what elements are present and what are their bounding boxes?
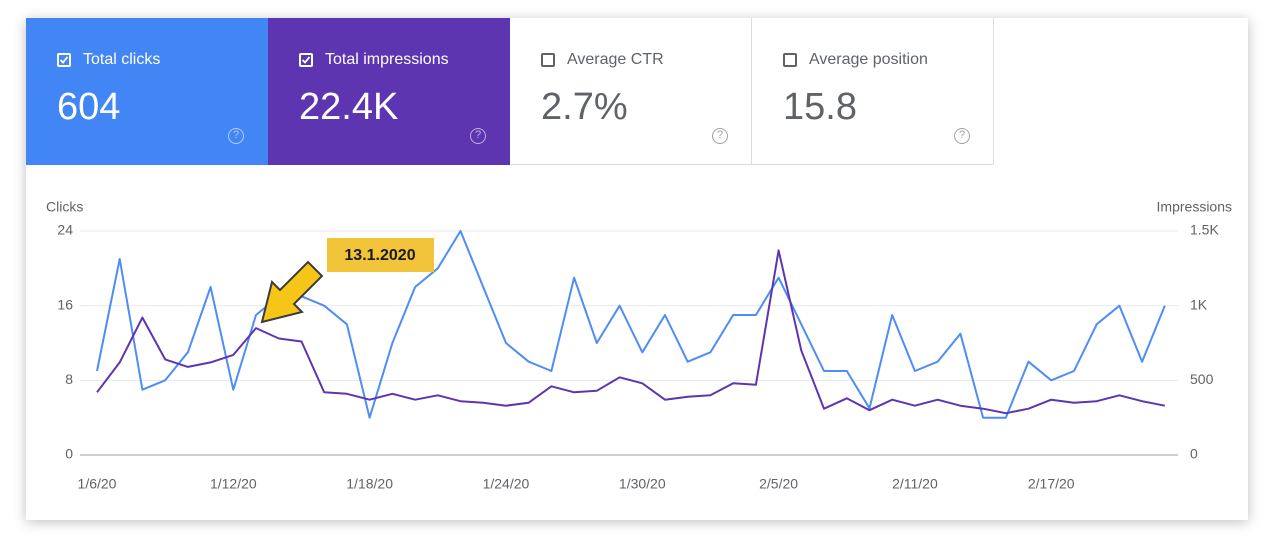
checkbox (541, 53, 555, 67)
annotation-arrow (260, 260, 324, 324)
help-icon: ? (954, 128, 970, 144)
metric-tile[interactable]: Total clicks 604? (26, 18, 268, 165)
x-tick-label: 2/5/20 (759, 476, 798, 492)
metric-tile[interactable]: Average position 15.8? (752, 18, 994, 165)
x-tick-label: 1/6/20 (78, 476, 117, 492)
metric-tile[interactable]: Average CTR 2.7%? (510, 18, 752, 165)
annotation-box (327, 238, 434, 272)
metric-label: Total impressions (325, 51, 449, 68)
x-tick-label: 1/18/20 (346, 476, 393, 492)
metric-value: 2.7% (541, 86, 628, 128)
x-tick-label: 1/12/20 (210, 476, 257, 492)
y-tick-label: 8 (65, 371, 73, 387)
help-icon: ? (470, 128, 486, 144)
metric-label: Average position (809, 51, 928, 68)
checkbox (299, 53, 313, 67)
y2-tick-label: 1.5K (1190, 222, 1219, 238)
metric-value: 22.4K (299, 86, 399, 128)
help-icon: ? (228, 128, 244, 144)
x-tick-label: 1/30/20 (619, 476, 666, 492)
x-tick-label: 2/11/20 (892, 476, 938, 492)
y2-tick-label: 1K (1190, 296, 1208, 312)
performance-card: Total clicks 604? Total impressions 22.4K? A… (26, 18, 1248, 520)
series-line (96, 230, 1166, 419)
y-axis-label: Clicks (46, 199, 83, 215)
metric-label: Total clicks (83, 51, 161, 68)
x-tick-label: 1/24/20 (483, 476, 530, 492)
checkbox (57, 53, 71, 67)
annotation-text: 13.1.2020 (344, 247, 415, 264)
checkbox (783, 53, 797, 67)
series-line (96, 249, 1165, 415)
metric-tile[interactable]: Total impressions 22.4K? (268, 18, 510, 165)
y2-axis-label: Impressions (1157, 199, 1232, 215)
y-tick-label: 24 (57, 222, 73, 238)
y-tick-label: 16 (57, 296, 73, 312)
metric-value: 15.8 (783, 86, 857, 128)
x-tick-label: 2/17/20 (1028, 476, 1075, 492)
help-icon: ? (712, 128, 728, 144)
y2-tick-label: 500 (1190, 371, 1214, 387)
y-tick-label: 0 (65, 446, 73, 462)
metric-label: Average CTR (567, 51, 664, 68)
metric-value: 604 (57, 86, 121, 128)
y2-tick-label: 0 (1190, 446, 1198, 462)
